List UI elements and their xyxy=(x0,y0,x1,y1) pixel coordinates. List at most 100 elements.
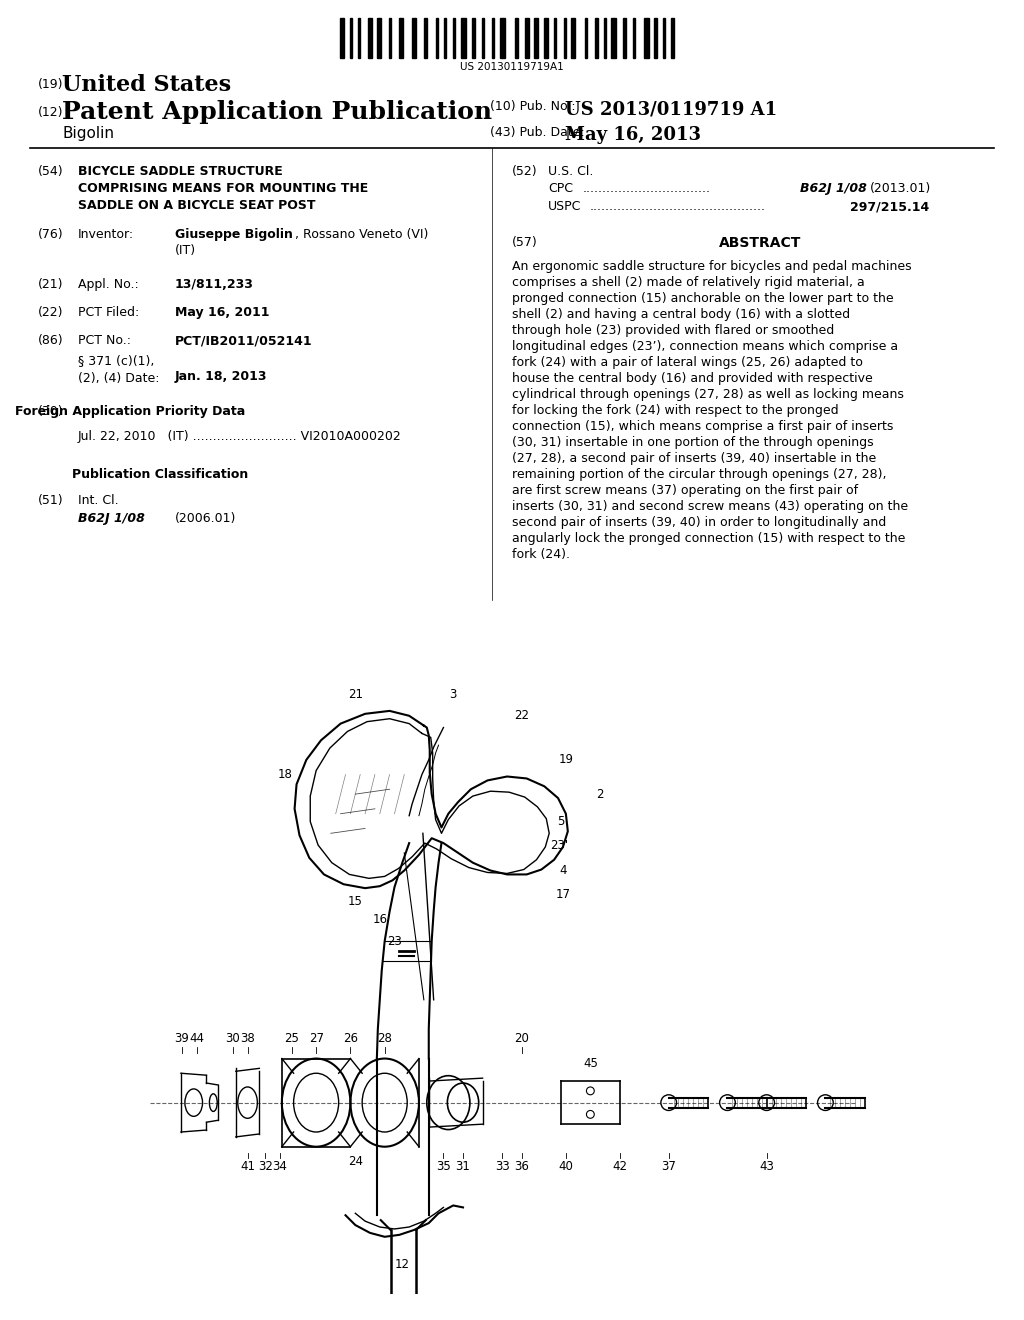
Bar xyxy=(482,18,484,58)
Text: 36: 36 xyxy=(514,1160,529,1172)
Bar xyxy=(585,18,587,58)
Text: US 20130119719A1: US 20130119719A1 xyxy=(460,62,564,73)
Bar xyxy=(611,18,616,58)
Text: house the central body (16) and provided with respective: house the central body (16) and provided… xyxy=(512,372,872,385)
Text: ................................: ................................ xyxy=(583,182,711,195)
Text: (57): (57) xyxy=(512,236,538,249)
Text: 25: 25 xyxy=(285,1032,299,1045)
Bar xyxy=(544,18,548,58)
Text: 22: 22 xyxy=(514,709,529,722)
Text: May 16, 2011: May 16, 2011 xyxy=(175,306,269,319)
Text: 4: 4 xyxy=(559,865,566,876)
Text: 19: 19 xyxy=(558,754,573,767)
Text: 26: 26 xyxy=(343,1032,358,1045)
Bar xyxy=(472,18,475,58)
Text: fork (24).: fork (24). xyxy=(512,548,570,561)
Text: BICYCLE SADDLE STRUCTURE
COMPRISING MEANS FOR MOUNTING THE
SADDLE ON A BICYCLE S: BICYCLE SADDLE STRUCTURE COMPRISING MEAN… xyxy=(78,165,369,213)
Text: (21): (21) xyxy=(38,279,63,290)
Text: Jul. 22, 2010   (IT) .......................... VI2010A000202: Jul. 22, 2010 (IT) .....................… xyxy=(78,430,401,444)
Text: (IT): (IT) xyxy=(175,244,197,257)
Bar xyxy=(515,18,518,58)
Text: second pair of inserts (39, 40) in order to longitudinally and: second pair of inserts (39, 40) in order… xyxy=(512,516,886,529)
Text: inserts (30, 31) and second screw means (43) operating on the: inserts (30, 31) and second screw means … xyxy=(512,500,908,513)
Text: 2: 2 xyxy=(596,788,604,801)
Bar xyxy=(436,18,438,58)
Text: , Rossano Veneto (VI): , Rossano Veneto (VI) xyxy=(295,228,428,242)
Text: 20: 20 xyxy=(514,1032,529,1045)
Text: angularly lock the pronged connection (15) with respect to the: angularly lock the pronged connection (1… xyxy=(512,532,905,545)
Text: Int. Cl.: Int. Cl. xyxy=(78,494,119,507)
Text: (76): (76) xyxy=(38,228,63,242)
Text: (30, 31) insertable in one portion of the through openings: (30, 31) insertable in one portion of th… xyxy=(512,436,873,449)
Bar xyxy=(644,18,649,58)
Text: 44: 44 xyxy=(189,1032,204,1045)
Bar xyxy=(444,18,446,58)
Text: 21: 21 xyxy=(348,688,362,701)
Text: (22): (22) xyxy=(38,306,63,319)
Bar xyxy=(604,18,606,58)
Text: pronged connection (15) anchorable on the lower part to the: pronged connection (15) anchorable on th… xyxy=(512,292,894,305)
Text: 5: 5 xyxy=(557,814,564,828)
Bar xyxy=(564,18,566,58)
Text: 30: 30 xyxy=(225,1032,241,1045)
Text: 23': 23' xyxy=(550,838,568,851)
Text: 41: 41 xyxy=(240,1160,255,1172)
Text: 37: 37 xyxy=(662,1160,676,1172)
Text: U.S. Cl.: U.S. Cl. xyxy=(548,165,593,178)
Text: fork (24) with a pair of lateral wings (25, 26) adapted to: fork (24) with a pair of lateral wings (… xyxy=(512,356,863,370)
Text: (2013.01): (2013.01) xyxy=(870,182,931,195)
Text: (19): (19) xyxy=(38,78,63,91)
Text: through hole (23) provided with flared or smoothed: through hole (23) provided with flared o… xyxy=(512,323,835,337)
Text: (54): (54) xyxy=(38,165,63,178)
Bar xyxy=(350,18,352,58)
Bar xyxy=(358,18,360,58)
Bar xyxy=(461,18,466,58)
Text: Giuseppe Bigolin: Giuseppe Bigolin xyxy=(175,228,293,242)
Text: 23: 23 xyxy=(387,935,401,948)
Text: 18: 18 xyxy=(278,768,292,781)
Text: United States: United States xyxy=(62,74,231,96)
Text: 45: 45 xyxy=(583,1057,598,1071)
Text: Inventor:: Inventor: xyxy=(78,228,134,242)
Bar xyxy=(492,18,494,58)
Text: Foreign Application Priority Data: Foreign Application Priority Data xyxy=(15,405,245,418)
Text: 17: 17 xyxy=(555,887,570,900)
Text: PCT/IB2011/052141: PCT/IB2011/052141 xyxy=(175,334,312,347)
Bar xyxy=(654,18,657,58)
Text: (12): (12) xyxy=(38,106,63,119)
Text: 32: 32 xyxy=(258,1160,272,1172)
Text: (10) Pub. No.:: (10) Pub. No.: xyxy=(490,100,575,114)
Text: 40: 40 xyxy=(558,1160,573,1172)
Text: ABSTRACT: ABSTRACT xyxy=(719,236,801,249)
Text: 13/811,233: 13/811,233 xyxy=(175,279,254,290)
Bar xyxy=(453,18,455,58)
Text: 15: 15 xyxy=(348,895,362,908)
Text: 43: 43 xyxy=(759,1160,774,1172)
Text: 27: 27 xyxy=(308,1032,324,1045)
Text: (43) Pub. Date:: (43) Pub. Date: xyxy=(490,125,585,139)
Text: shell (2) and having a central body (16) with a slotted: shell (2) and having a central body (16)… xyxy=(512,308,850,321)
Text: 3: 3 xyxy=(450,688,457,701)
Text: comprises a shell (2) made of relatively rigid material, a: comprises a shell (2) made of relatively… xyxy=(512,276,864,289)
Text: 38: 38 xyxy=(241,1032,255,1045)
Text: remaining portion of the circular through openings (27, 28),: remaining portion of the circular throug… xyxy=(512,469,887,480)
Text: B62J 1/08: B62J 1/08 xyxy=(78,512,144,525)
Text: § 371 (c)(1),
(2), (4) Date:: § 371 (c)(1), (2), (4) Date: xyxy=(78,354,160,385)
Bar xyxy=(534,18,538,58)
Bar xyxy=(623,18,626,58)
Bar xyxy=(554,18,556,58)
Text: (27, 28), a second pair of inserts (39, 40) insertable in the: (27, 28), a second pair of inserts (39, … xyxy=(512,451,877,465)
Text: for locking the fork (24) with respect to the pronged: for locking the fork (24) with respect t… xyxy=(512,404,839,417)
Text: 39: 39 xyxy=(174,1032,189,1045)
Text: 34: 34 xyxy=(272,1160,288,1172)
Text: (86): (86) xyxy=(38,334,63,347)
Text: Publication Classification: Publication Classification xyxy=(72,469,248,480)
Text: 24: 24 xyxy=(348,1155,362,1168)
Text: Appl. No.:: Appl. No.: xyxy=(78,279,138,290)
Text: 33: 33 xyxy=(495,1160,510,1172)
Bar xyxy=(633,18,635,58)
Text: B62J 1/08: B62J 1/08 xyxy=(800,182,867,195)
Bar xyxy=(424,18,427,58)
Text: 297/215.14: 297/215.14 xyxy=(850,201,929,213)
Text: (52): (52) xyxy=(512,165,538,178)
